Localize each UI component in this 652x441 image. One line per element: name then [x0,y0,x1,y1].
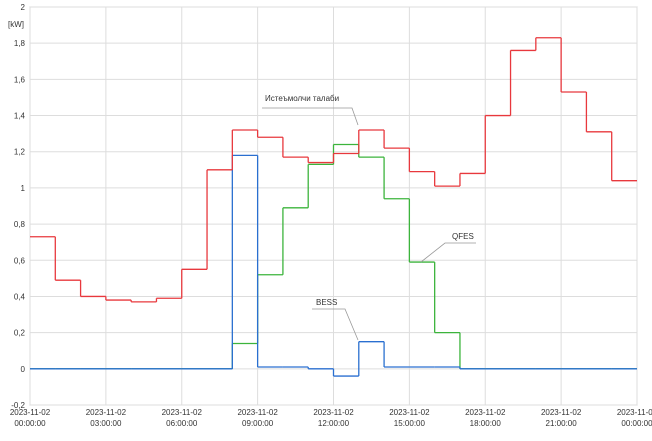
y-tick-label: 0,8 [14,220,26,229]
x-tick-label-line: 2023-11-02 [237,408,278,417]
series-label: Истеъмолчи талаби [265,94,339,103]
series-label: QFES [452,232,474,241]
x-tick-label: 2023-11-02 00:00:00 [10,408,51,428]
x-tick-label-line: 2023-11-02 [162,408,203,417]
x-tick-label: 2023-11-02 21:00:00 [541,408,582,428]
x-tick-label-line: 18:00:00 [470,419,502,428]
y-tick-label: 0 [21,365,26,374]
x-tick-label: 2023-11-02 12:00:00 [313,408,354,428]
x-tick-label: 2023-11-03 00:00:00 [617,408,652,428]
x-tick-label-line: 03:00:00 [90,419,122,428]
x-tick-label: 2023-11-02 18:00:00 [465,408,506,428]
y-tick-label: 0,2 [14,329,26,338]
y-tick-label: 0,4 [14,292,26,301]
y-tick-label: 0,6 [14,256,26,265]
x-tick-label: 2023-11-02 15:00:00 [389,408,430,428]
annotation-leader [262,107,359,126]
annotation-leader [312,308,359,341]
x-tick-label-line: 2023-11-02 [541,408,582,417]
x-tick-label-line: 2023-11-02 [86,408,127,417]
x-tick-label-line: 21:00:00 [546,419,578,428]
x-tick-label: 2023-11-02 09:00:00 [237,408,278,428]
y-tick-label: -0,2 [11,401,25,410]
y-tick-label: 1 [21,184,26,193]
y-tick-label: 2 [21,3,26,12]
x-tick-label-line: 2023-11-02 [389,408,430,417]
y-tick-label: 1,8 [14,39,26,48]
x-tick-label-line: 2023-11-02 [465,408,506,417]
y-tick-label: 1,6 [14,75,26,84]
x-tick-label: 2023-11-02 03:00:00 [86,408,127,428]
series-label: BESS [316,298,337,307]
x-tick-label-line: 06:00:00 [166,419,198,428]
x-tick-label-line: 00:00:00 [14,419,46,428]
x-tick-label: 2023-11-02 06:00:00 [162,408,203,428]
x-tick-label-line: 12:00:00 [318,419,350,428]
x-tick-label-line: 2023-11-03 [617,408,652,417]
x-tick-label-line: 09:00:00 [242,419,274,428]
y-unit: [kW] [8,20,24,29]
x-tick-label-line: 15:00:00 [394,419,426,428]
x-tick-label-line: 2023-11-02 [10,408,51,417]
y-tick-label: 1,4 [14,112,26,121]
x-tick-label-line: 2023-11-02 [313,408,354,417]
x-tick-label-line: 00:00:00 [621,419,652,428]
annotation-leader [420,242,476,263]
y-tick-label: 1,2 [14,148,26,157]
